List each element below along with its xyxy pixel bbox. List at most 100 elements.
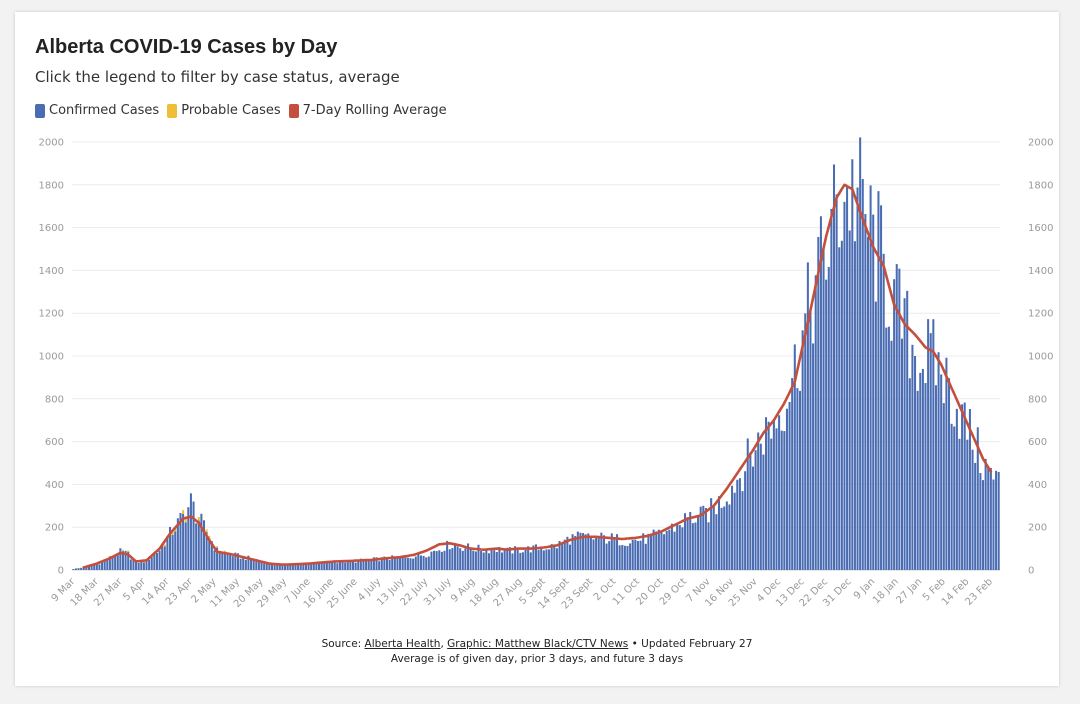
- confirmed-bar: [989, 467, 992, 570]
- probable-bar: [205, 529, 208, 533]
- confirmed-bar: [751, 466, 754, 570]
- probable-bar: [208, 535, 211, 539]
- confirmed-bar: [981, 480, 985, 570]
- confirmed-bar: [464, 548, 467, 570]
- confirmed-bar: [775, 428, 778, 570]
- confirmed-bar: [882, 253, 885, 571]
- confirmed-bar: [731, 485, 734, 570]
- confirmed-bar: [354, 562, 357, 570]
- y-tick-label-left: 400: [45, 480, 64, 491]
- probable-bar: [171, 532, 174, 535]
- confirmed-bar: [359, 558, 362, 570]
- confirmed-bar: [145, 558, 148, 570]
- confirmed-bar: [707, 522, 710, 570]
- confirmed-bar: [843, 201, 846, 570]
- confirmed-bar: [673, 531, 676, 570]
- confirmed-bar: [555, 548, 558, 570]
- confirmed-bar: [289, 563, 292, 570]
- confirmed-bar: [597, 538, 600, 570]
- confirmed-bar: [934, 385, 937, 570]
- confirmed-bar: [932, 319, 935, 570]
- confirmed-bar: [744, 471, 747, 570]
- confirmed-bar: [161, 545, 164, 570]
- confirmed-bar: [430, 551, 433, 570]
- confirmed-bar: [995, 470, 998, 570]
- confirmed-bar: [336, 563, 339, 570]
- confirmed-bar: [767, 421, 770, 570]
- confirmed-bar: [304, 563, 307, 570]
- confirmed-bar: [770, 438, 773, 570]
- graphic-credit-link[interactable]: Graphic: Matthew Black/CTV News: [447, 638, 629, 650]
- x-tick-label: 29 Oct: [658, 576, 689, 607]
- confirmed-bar: [974, 462, 977, 570]
- confirmed-bar: [699, 506, 702, 570]
- confirmed-bar: [937, 352, 940, 570]
- confirmed-bar: [90, 565, 93, 570]
- confirmed-bar: [733, 492, 736, 570]
- confirmed-bar: [375, 557, 378, 570]
- y-axis-right: 0 200 400 600 800 1000 1200 1400 1600 1800 2000: [1028, 138, 1053, 577]
- confirmed-bar: [498, 546, 501, 570]
- probable-bar: [216, 546, 219, 548]
- confirmed-bar: [184, 522, 187, 570]
- confirmed-bar: [851, 159, 854, 570]
- confirmed-bar: [979, 473, 982, 570]
- confirmed-bar: [796, 388, 799, 570]
- confirmed-bar: [446, 540, 449, 570]
- confirmed-bar: [385, 559, 389, 570]
- confirmed-bar: [908, 378, 911, 570]
- probable-bar: [108, 555, 111, 557]
- confirmed-bar: [297, 563, 300, 570]
- confirmed-bar: [257, 560, 260, 570]
- confirmed-bar: [650, 533, 653, 570]
- confirmed-bar: [514, 546, 517, 570]
- legend: Confirmed Cases Probable Cases 7-Day Rol…: [35, 103, 447, 118]
- confirmed-bar: [391, 555, 394, 570]
- confirmed-bar: [260, 561, 263, 570]
- confirmed-bar: [383, 556, 386, 570]
- confirmed-bar: [929, 333, 932, 570]
- confirmed-bar: [250, 558, 253, 570]
- confirmed-bar: [291, 563, 294, 570]
- confirmed-bar: [72, 569, 75, 570]
- confirmed-bar: [380, 557, 383, 570]
- confirmed-bar: [728, 504, 731, 570]
- confirmed-bar: [914, 355, 917, 570]
- confirmed-bar: [916, 390, 919, 570]
- confirmed-bar: [553, 544, 556, 570]
- confirmed-bar: [814, 275, 817, 570]
- confirmed-bar: [106, 559, 109, 570]
- confirmed-bar: [333, 561, 336, 570]
- average-swatch: [288, 103, 299, 118]
- confirmed-bar: [710, 498, 713, 570]
- source-link[interactable]: Alberta Health: [364, 638, 441, 650]
- confirmed-bar: [631, 539, 634, 570]
- confirmed-bar: [495, 552, 498, 570]
- y-tick-label-left: 800: [45, 394, 64, 405]
- confirmed-bar: [694, 522, 697, 570]
- confirmed-bar: [778, 415, 781, 570]
- confirmed-bar: [302, 563, 305, 570]
- confirmed-bar: [273, 563, 276, 570]
- confirmed-swatch: [35, 103, 45, 118]
- updated-text: • Updated February 27: [628, 638, 753, 650]
- confirmed-bar: [325, 561, 328, 570]
- confirmed-bar: [652, 529, 655, 570]
- confirmed-bar: [665, 530, 668, 570]
- legend-item-average[interactable]: 7-Day Rolling Average: [288, 103, 447, 118]
- confirmed-bar: [114, 555, 117, 570]
- confirmed-bar: [404, 556, 407, 570]
- confirmed-bar: [548, 549, 551, 570]
- probable-bar: [174, 528, 177, 532]
- confirmed-bar: [762, 454, 765, 570]
- confirmed-bar: [566, 536, 569, 570]
- confirmed-bar: [961, 404, 964, 570]
- y-tick-label-right: 1600: [1028, 223, 1053, 234]
- confirmed-bar: [992, 479, 995, 570]
- confirmed-bar: [955, 408, 958, 570]
- confirmed-bar: [681, 527, 684, 570]
- legend-item-probable[interactable]: Probable Cases: [167, 103, 281, 118]
- legend-item-confirmed[interactable]: Confirmed Cases: [35, 103, 159, 118]
- confirmed-bar: [508, 547, 511, 570]
- confirmed-bar: [213, 550, 216, 570]
